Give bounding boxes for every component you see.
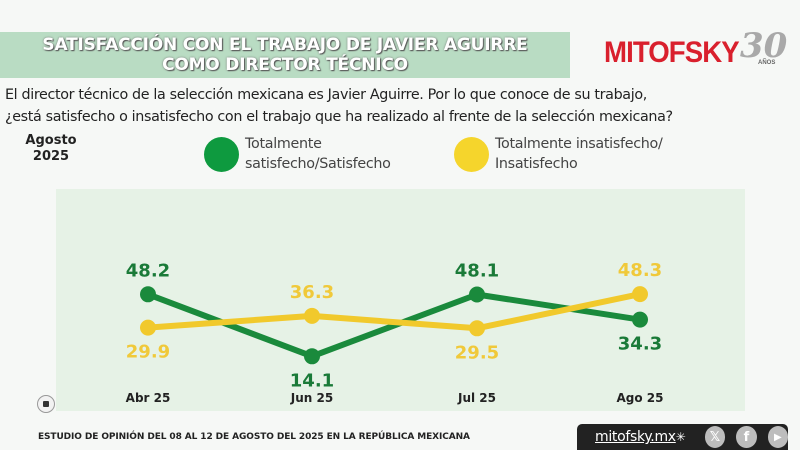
period-month: Agosto	[25, 133, 77, 148]
data-point	[304, 348, 320, 365]
data-point	[304, 307, 320, 324]
question-line-1: El director técnico de la selección mexi…	[5, 87, 647, 103]
logo-anniversary: 30	[740, 26, 788, 66]
x-tick-label: Jul 25	[457, 391, 496, 405]
data-point	[632, 286, 648, 303]
data-point	[140, 286, 156, 303]
legend-swatch-green-icon	[204, 136, 239, 172]
legend-dissatisfied-line2: Insatisfecho	[495, 156, 578, 172]
period-label: Agosto 2025	[22, 133, 80, 165]
legend-item-satisfied: Totalmente satisfecho/Satisfecho	[204, 134, 391, 174]
period-year: 2025	[32, 149, 70, 164]
series-line-1	[147, 291, 641, 332]
x-tick-label: Abr 25	[126, 391, 171, 405]
x-tick-label: Jun 25	[290, 391, 333, 405]
question-line-2: ¿está satisfecho o insatisfecho con el t…	[5, 109, 673, 125]
data-label: 14.1	[290, 370, 334, 391]
title-line-2: COMO DIRECTOR TÉCNICO	[162, 55, 408, 75]
survey-question: El director técnico de la selección mexi…	[5, 84, 795, 128]
mitofsky-logo: MITOFSKY 30 AÑOS	[600, 26, 790, 70]
title-line-1: SATISFACCIÓN CON EL TRABAJO DE JAVIER AG…	[42, 35, 528, 55]
data-point	[632, 311, 648, 328]
social-bar: mitofsky.mx ✳ 𝕏 f ▶	[577, 424, 789, 450]
data-point	[469, 320, 485, 337]
facebook-icon[interactable]: f	[736, 426, 757, 448]
legend-dissatisfied-line1: Totalmente insatisfecho/	[495, 136, 663, 152]
data-label: 36.3	[290, 282, 334, 303]
legend-satisfied-line2: satisfecho/Satisfecho	[245, 156, 391, 172]
legend-satisfied-line1: Totalmente	[245, 136, 322, 152]
data-point	[140, 319, 156, 336]
legend-swatch-yellow-icon	[454, 136, 489, 172]
data-label: 48.3	[618, 260, 662, 281]
website-link[interactable]: mitofsky.mx	[595, 429, 676, 445]
data-label: 29.5	[455, 342, 499, 363]
data-label: 48.1	[455, 261, 499, 282]
series-line-0	[146, 291, 641, 360]
study-note: ESTUDIO DE OPINIÓN DEL 08 AL 12 DE AGOST…	[38, 432, 470, 442]
data-label: 48.2	[126, 260, 170, 281]
logo-anniversary-suffix: AÑOS	[758, 60, 776, 66]
soccer-ball-icon	[37, 395, 55, 413]
youtube-icon[interactable]: ▶	[767, 426, 789, 448]
data-label: 29.9	[126, 342, 170, 363]
x-tick-label: Ago 25	[617, 391, 664, 405]
x-icon[interactable]: 𝕏	[704, 426, 726, 448]
legend-item-dissatisfied: Totalmente insatisfecho/ Insatisfecho	[454, 134, 663, 174]
logo-brand: MITOFSKY	[604, 36, 740, 69]
sparkle-icon: ✳	[675, 430, 686, 444]
title-banner: SATISFACCIÓN CON EL TRABAJO DE JAVIER AG…	[0, 32, 570, 78]
data-point	[469, 286, 485, 303]
data-label: 34.3	[618, 334, 662, 355]
